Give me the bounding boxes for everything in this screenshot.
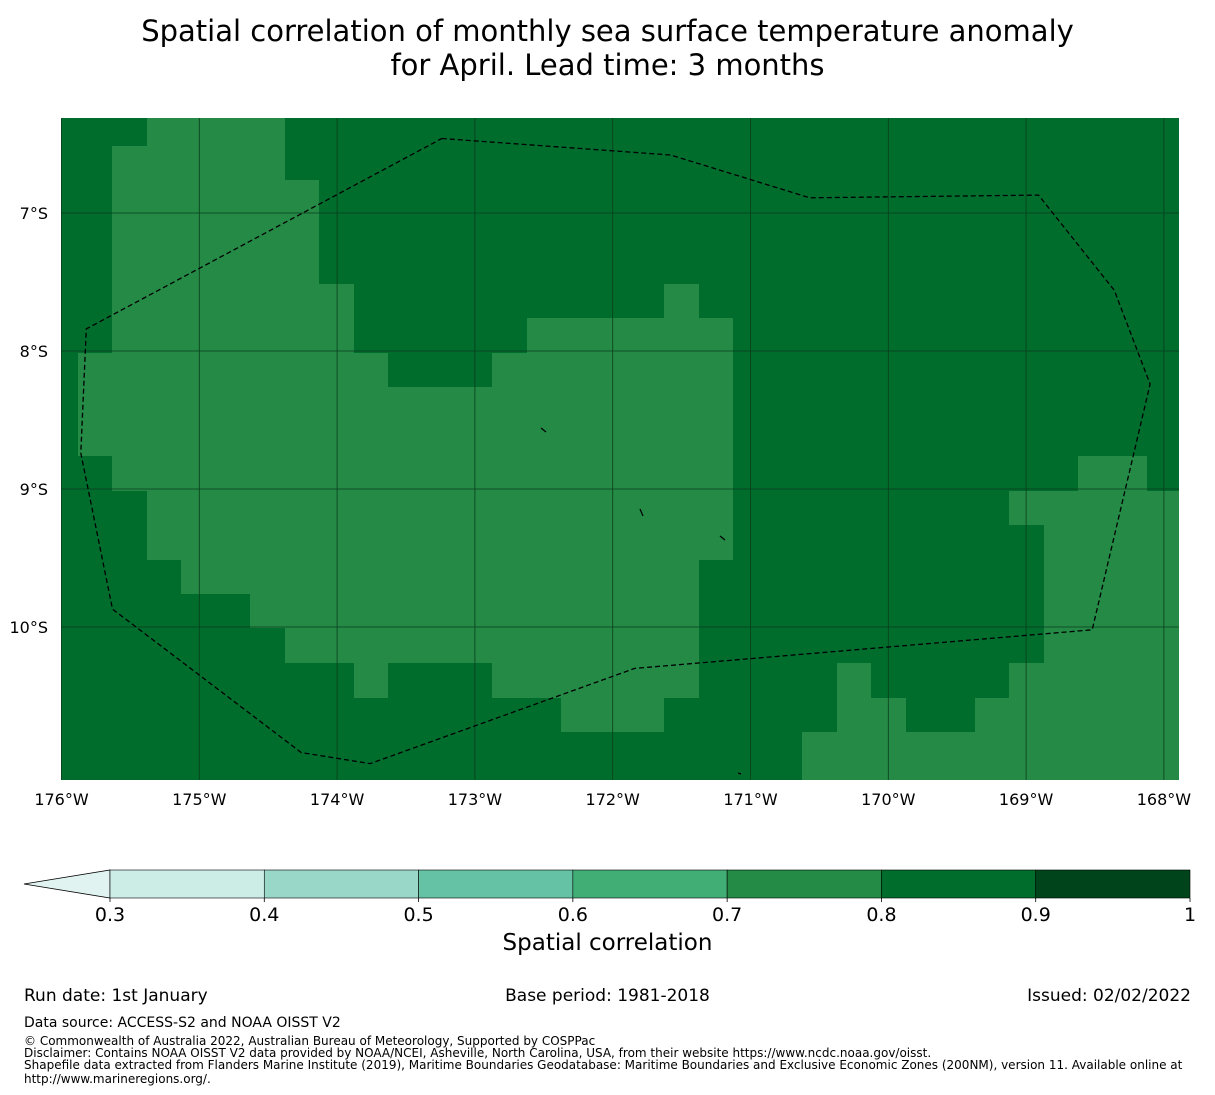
colorbar-body: 0.3 0.4 0.5 0.6 0.7 0.8 0.9 1	[23, 869, 1196, 922]
colorbar-label: Spatial correlation	[502, 930, 713, 956]
colorbar-tick-label: 0.5	[403, 904, 433, 922]
colorbar-segment	[418, 869, 574, 899]
colorbar: 0.3 0.4 0.5 0.6 0.7 0.8 0.9 1	[23, 869, 1196, 922]
x-tick-label: 169°W	[999, 790, 1054, 809]
graticule	[61, 118, 1179, 780]
colorbar-tick-label: 0.6	[558, 904, 588, 922]
cell-region-light	[78, 118, 733, 732]
correlation-map: 176°W 175°W 174°W 173°W 172°W 171°W 170°W 169°W…	[9, 118, 1191, 809]
island-mark	[639, 508, 644, 517]
colorbar-segment	[881, 869, 1037, 899]
title-line-1: Spatial correlation of monthly sea surfa…	[141, 14, 1074, 48]
colorbar-extend-arrow	[23, 869, 111, 899]
colorbar-segment	[263, 869, 419, 899]
eez-boundary	[80, 137, 1151, 765]
shapefile-url: http://www.marineregions.org/.	[24, 1072, 211, 1086]
island-mark	[719, 535, 726, 541]
cell-region-light	[802, 456, 1179, 780]
shapefile-credit: Shapefile data extracted from Flanders M…	[24, 1058, 1183, 1072]
run-date: Run date: 1st January	[24, 986, 208, 1006]
colorbar-tick-label: 0.4	[249, 904, 279, 922]
colorbar-tick-label: 1	[1184, 904, 1196, 922]
axis-ticks: 176°W 175°W 174°W 173°W 172°W 171°W 170°W 169°W…	[9, 204, 1191, 809]
colorbar-tick-label: 0.3	[95, 904, 125, 922]
colorbar-segment	[726, 869, 882, 899]
colorbar-segment	[572, 869, 728, 899]
disclaimer: Disclaimer: Contains NOAA OISST V2 data …	[24, 1046, 932, 1060]
x-tick-label: 168°W	[1137, 790, 1192, 809]
x-tick-label: 172°W	[586, 790, 641, 809]
colorbar-segment	[109, 869, 265, 899]
islands	[540, 427, 742, 775]
colorbar-tick-label: 0.9	[1021, 904, 1051, 922]
island-mark	[737, 772, 742, 775]
y-tick-label: 10°S	[9, 618, 48, 637]
colorbar-tick-label: 0.8	[866, 904, 896, 922]
x-tick-label: 173°W	[448, 790, 503, 809]
y-tick-label: 8°S	[20, 342, 48, 361]
x-tick-label: 176°W	[34, 790, 89, 809]
x-tick-label: 174°W	[310, 790, 365, 809]
colorbar-segment	[1035, 869, 1191, 899]
x-tick-label: 170°W	[861, 790, 916, 809]
data-source: Data source: ACCESS-S2 and NOAA OISST V2	[24, 1015, 341, 1031]
x-tick-label: 175°W	[172, 790, 227, 809]
colorbar-tick-label: 0.7	[712, 904, 742, 922]
chart-title: Spatial correlation of monthly sea surfa…	[0, 14, 1215, 82]
y-tick-label: 7°S	[20, 204, 48, 223]
copyright: © Commonwealth of Australia 2022, Austra…	[24, 1034, 596, 1048]
issued-date: Issued: 02/02/2022	[1027, 986, 1191, 1006]
title-line-2: for April. Lead time: 3 months	[390, 48, 825, 82]
x-tick-label: 171°W	[723, 790, 778, 809]
base-period: Base period: 1981-2018	[505, 986, 710, 1006]
y-tick-label: 9°S	[20, 480, 48, 499]
island-mark	[540, 427, 547, 433]
correlation-cells	[61, 118, 1179, 780]
